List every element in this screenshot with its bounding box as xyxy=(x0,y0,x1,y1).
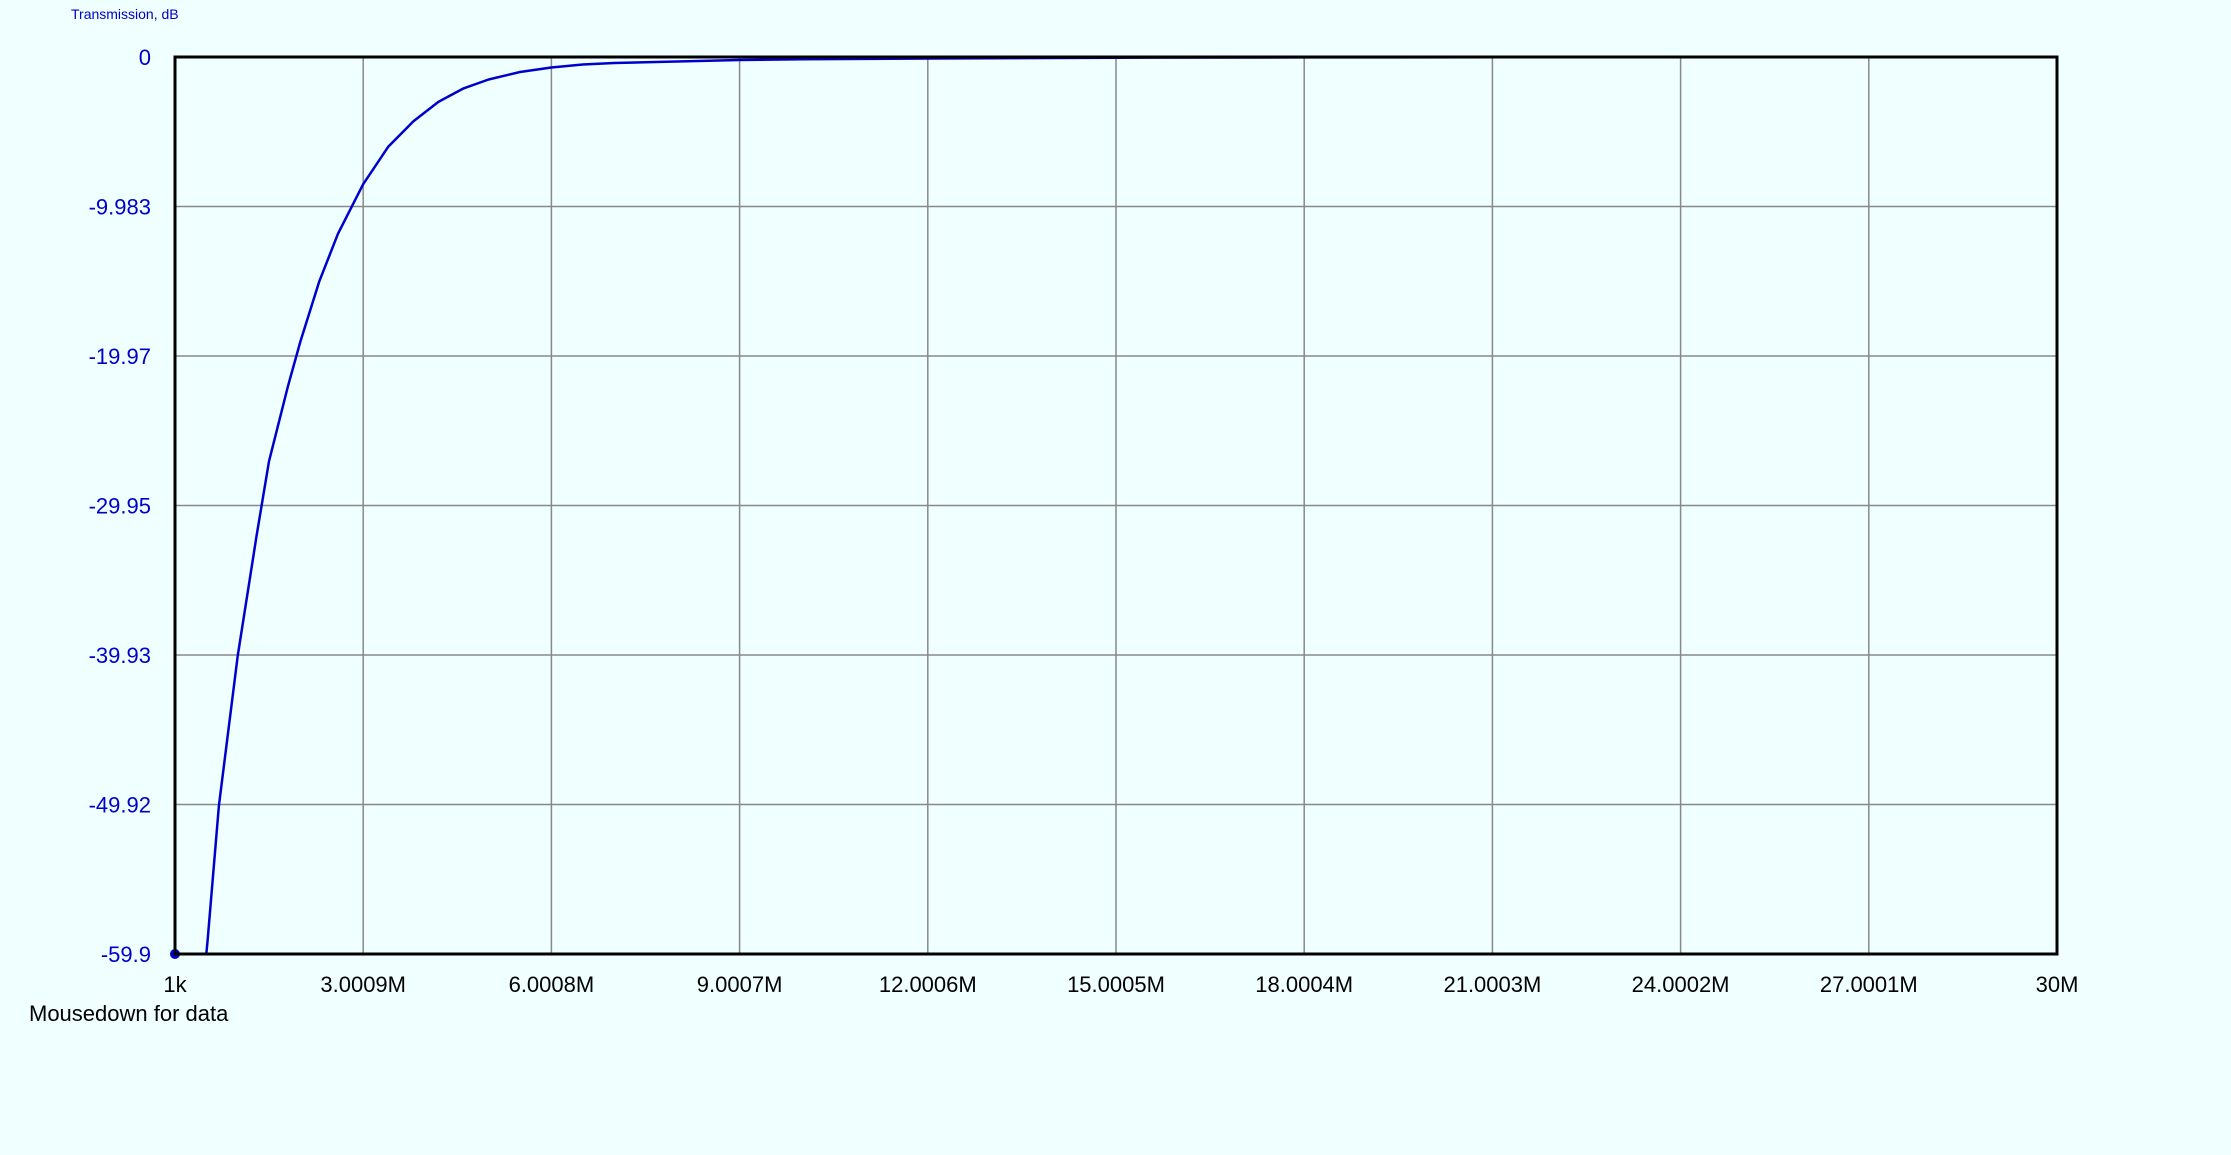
x-tick-label: 27.0001M xyxy=(1820,972,1918,997)
x-tick-labels: 1k 3.0009M 6.0008M 9.0007M 12.0006M 15.0005M 1… xyxy=(163,972,2078,997)
x-tick-label: 21.0003M xyxy=(1443,972,1541,997)
y-tick-label: -39.93 xyxy=(89,643,151,668)
x-tick-label: 24.0002M xyxy=(1632,972,1730,997)
grid-lines xyxy=(175,57,2057,954)
y-axis-title: Transmission, dB xyxy=(71,6,179,22)
series-layer xyxy=(170,55,2058,959)
x-tick-label: 9.0007M xyxy=(697,972,783,997)
y-tick-label: -19.97 xyxy=(89,344,151,369)
plot-frame xyxy=(173,55,2059,956)
x-tick-label: 6.0008M xyxy=(509,972,595,997)
x-tick-label: 18.0004M xyxy=(1255,972,1353,997)
x-tick-label: 12.0006M xyxy=(879,972,977,997)
x-tick-label: 1k xyxy=(163,972,187,997)
mousedown-hint: Mousedown for data xyxy=(29,1001,229,1026)
y-tick-label: -49.92 xyxy=(89,793,151,818)
x-tick-label: 15.0005M xyxy=(1067,972,1165,997)
y-tick-label: -9.983 xyxy=(89,194,151,219)
x-tick-label: 3.0009M xyxy=(320,972,406,997)
y-tick-label: -59.9 xyxy=(101,942,151,967)
y-tick-label: 0 xyxy=(139,45,151,70)
y-tick-labels: 0 -9.983 -19.97 -29.95 -39.93 -49.92 -59.9 xyxy=(89,45,151,967)
x-tick-label: 30M xyxy=(2036,972,2079,997)
y-tick-label: -29.95 xyxy=(89,494,151,519)
